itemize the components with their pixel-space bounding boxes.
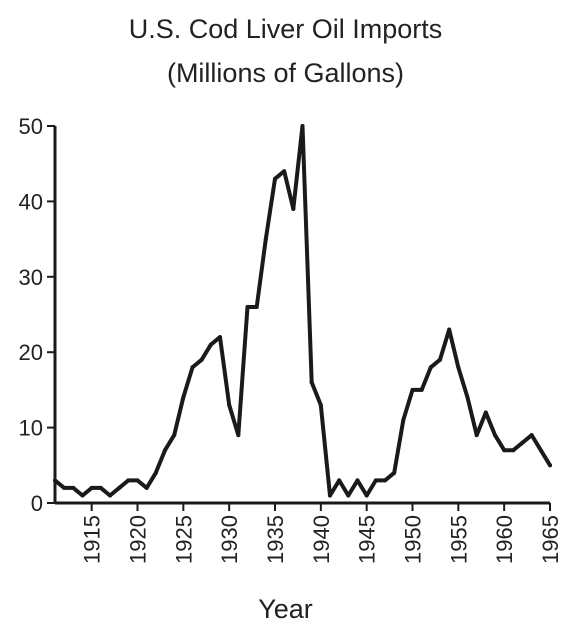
y-tick-label: 0 [31,491,43,516]
x-tick-label: 1940 [309,515,334,564]
data-point [502,448,507,453]
data-point [199,357,204,362]
data-point [117,485,122,490]
data-point [273,176,277,181]
data-point [419,387,424,392]
chart-title: U.S. Cod Liver Oil Imports [128,14,443,44]
data-point [227,402,232,407]
data-point [309,380,314,385]
x-tick-label: 1915 [80,515,105,564]
x-tick-label: 1920 [126,515,151,564]
x-tick-label: 1945 [355,515,380,564]
data-point [135,478,140,483]
y-tick-label: 40 [19,189,43,214]
data-point [181,395,186,400]
y-tick-label: 20 [19,340,43,365]
data-point [190,365,195,370]
data-point [80,493,85,498]
data-point [153,470,158,475]
y-tick-label: 30 [19,265,43,290]
data-point [126,478,131,483]
data-point [245,304,250,309]
data-point [71,485,76,490]
data-point [208,342,213,347]
data-point [474,433,479,438]
data-point [346,493,351,498]
x-tick-label: 1935 [263,515,288,564]
data-point [328,493,332,498]
data-point [163,448,167,453]
data-point [337,478,342,483]
data-point [410,387,415,392]
data-point [300,124,305,128]
data-point [511,448,516,453]
data-point [89,485,94,490]
data-point [98,485,103,490]
data-point [520,440,525,445]
x-tick-label: 1965 [538,515,563,564]
x-tick-label: 1930 [217,515,242,564]
data-point [392,470,397,475]
x-tick-label: 1925 [171,515,196,564]
data-point [53,478,57,483]
data-point [465,395,470,400]
data-point [538,448,543,453]
data-point [144,485,149,490]
y-tick-label: 10 [19,416,43,441]
data-point [383,478,387,483]
data-point [456,365,461,370]
data-point [282,169,287,174]
data-point [218,335,222,340]
data-point [172,433,177,438]
x-tick-label: 1955 [446,515,471,564]
x-tick-label: 1960 [492,515,517,564]
data-point [254,304,259,309]
data-point [373,478,378,483]
data-point [548,463,552,468]
y-tick-label: 50 [19,114,43,139]
data-point [355,478,360,483]
data-point [263,237,268,242]
data-point [401,418,406,423]
data-point [318,402,323,407]
data-point [529,433,534,438]
data-point [493,433,497,438]
data-point [438,357,442,362]
data-point [291,206,296,211]
data-point [236,433,241,438]
data-point [108,493,112,498]
data-point [364,493,369,498]
data-point [483,410,488,415]
x-tick-label: 1950 [401,515,426,564]
data-point [447,327,452,332]
data-point [428,365,433,370]
series-line [53,124,552,498]
chart-subtitle: (Millions of Gallons) [166,58,405,88]
data-point [62,485,67,490]
x-axis-label: Year [258,594,313,624]
